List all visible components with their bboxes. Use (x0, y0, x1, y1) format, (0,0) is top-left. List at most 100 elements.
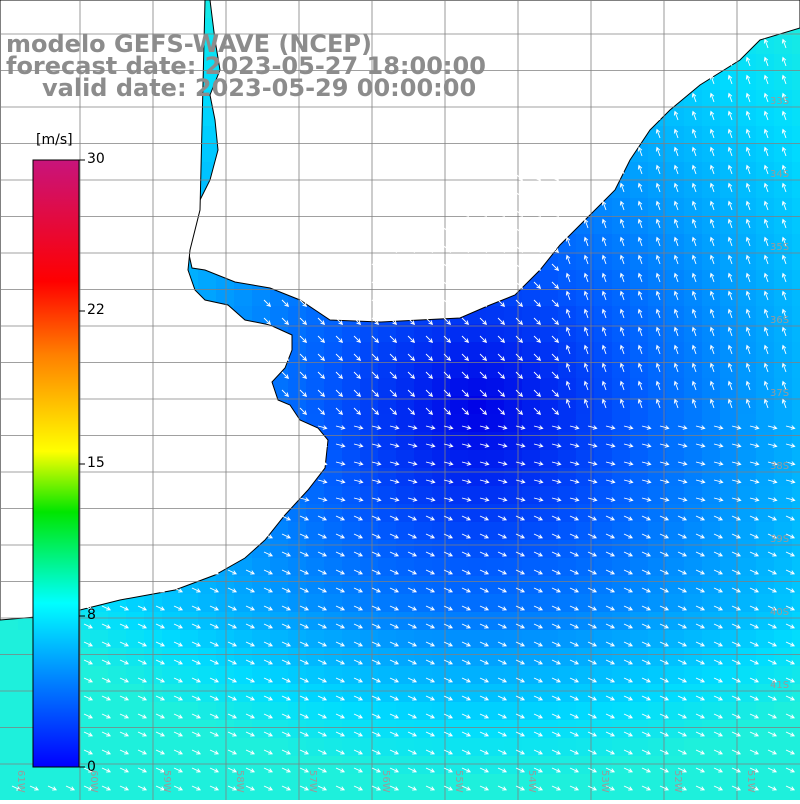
longitude-label: 54W (526, 770, 537, 793)
wind-arrow (461, 227, 470, 236)
wind-arrow (569, 443, 580, 448)
wind-arrow (389, 569, 400, 575)
wind-speed-cell (792, 108, 800, 126)
wind-arrow (713, 767, 724, 773)
wind-arrow (461, 605, 472, 611)
wind-arrow (371, 623, 382, 629)
wind-arrow (497, 371, 506, 380)
wind-arrow (623, 461, 634, 466)
wind-arrow (209, 659, 220, 665)
wind-arrow (155, 695, 166, 701)
wind-speed-cell (216, 702, 234, 720)
wind-speed-cell (756, 54, 774, 72)
wind-speed-cell (774, 792, 792, 804)
wind-speed-cell (702, 756, 720, 774)
wind-speed-cell (468, 414, 486, 432)
wind-speed-cell (396, 684, 414, 702)
wind-speed-cell (126, 612, 144, 630)
wind-arrow (443, 281, 452, 290)
wind-speed-cell (774, 72, 792, 90)
wind-arrow (245, 731, 256, 737)
wind-arrow (677, 515, 688, 521)
wind-arrow (281, 407, 290, 416)
wind-speed-cell (792, 792, 800, 804)
wind-speed-cell (792, 522, 800, 540)
wind-arrow (389, 767, 400, 773)
wind-arrow (731, 641, 742, 647)
wind-arrow (785, 515, 796, 521)
wind-speed-cell (720, 792, 738, 804)
wind-arrow (83, 677, 94, 683)
wind-speed-cell (612, 288, 630, 306)
wind-speed-cell (666, 162, 684, 180)
wind-speed-cell (720, 198, 738, 216)
wind-speed-cell (648, 450, 666, 468)
wind-speed-cell (504, 540, 522, 558)
wind-speed-cell (648, 144, 666, 162)
wind-speed-cell (540, 450, 558, 468)
wind-arrow (727, 146, 733, 157)
wind-arrow (407, 695, 418, 701)
wind-arrow (299, 677, 310, 683)
wind-arrow (749, 731, 760, 737)
wind-speed-cell (738, 594, 756, 612)
wind-speed-cell (540, 594, 558, 612)
wind-arrow (515, 227, 524, 236)
wind-speed-cell (720, 306, 738, 324)
wind-arrow (371, 767, 382, 773)
wind-speed-cell (342, 738, 360, 756)
wind-arrow (443, 659, 454, 665)
wind-speed-cell (360, 594, 378, 612)
wind-arrow (763, 146, 769, 157)
wind-speed-cell (414, 450, 432, 468)
wind-arrow (533, 227, 542, 236)
wind-arrow (533, 551, 544, 557)
wind-speed-cell (252, 738, 270, 756)
wind-arrow (497, 461, 508, 466)
wind-speed-cell (306, 540, 324, 558)
wind-speed-cell (756, 666, 774, 684)
wind-speed-cell (630, 180, 648, 198)
wind-speed-cell (756, 450, 774, 468)
wind-arrow (551, 749, 562, 755)
wind-speed-cell (666, 666, 684, 684)
wind-speed-cell (288, 738, 306, 756)
wind-arrow (605, 461, 616, 466)
wind-arrow (533, 173, 542, 182)
wind-speed-cell (270, 648, 288, 666)
wind-speed-cell (342, 450, 360, 468)
wind-speed-cell (738, 144, 756, 162)
wind-speed-cell (522, 486, 540, 504)
wind-arrow (497, 641, 508, 647)
wind-speed-cell (738, 738, 756, 756)
wind-speed-cell (756, 468, 774, 486)
wind-arrow (781, 290, 787, 301)
wind-arrow (47, 785, 58, 791)
wind-speed-cell (378, 522, 396, 540)
wind-speed-cell (576, 648, 594, 666)
wind-arrow (371, 443, 382, 448)
wind-arrow (299, 317, 308, 326)
wind-speed-cell (792, 126, 800, 144)
wind-arrow (227, 695, 238, 701)
wind-arrow (623, 605, 634, 611)
wind-speed-cell (180, 720, 198, 738)
wind-speed-cell (648, 504, 666, 522)
wind-speed-cell (450, 702, 468, 720)
wind-arrow (749, 641, 760, 647)
wind-arrow (749, 569, 760, 575)
wind-arrow (731, 587, 742, 593)
wind-arrow (731, 731, 742, 737)
wind-arrow (533, 461, 544, 466)
wind-arrow (281, 785, 292, 791)
wind-arrow (745, 110, 751, 121)
wind-arrow (407, 281, 416, 290)
wind-arrow (389, 587, 400, 593)
wind-arrow (619, 38, 625, 49)
wind-arrow (655, 20, 661, 31)
wind-speed-cell (540, 792, 558, 804)
wind-speed-cell (0, 630, 18, 648)
wind-arrow (781, 218, 787, 229)
wind-speed-cell (684, 108, 702, 126)
wind-arrow (371, 533, 382, 539)
